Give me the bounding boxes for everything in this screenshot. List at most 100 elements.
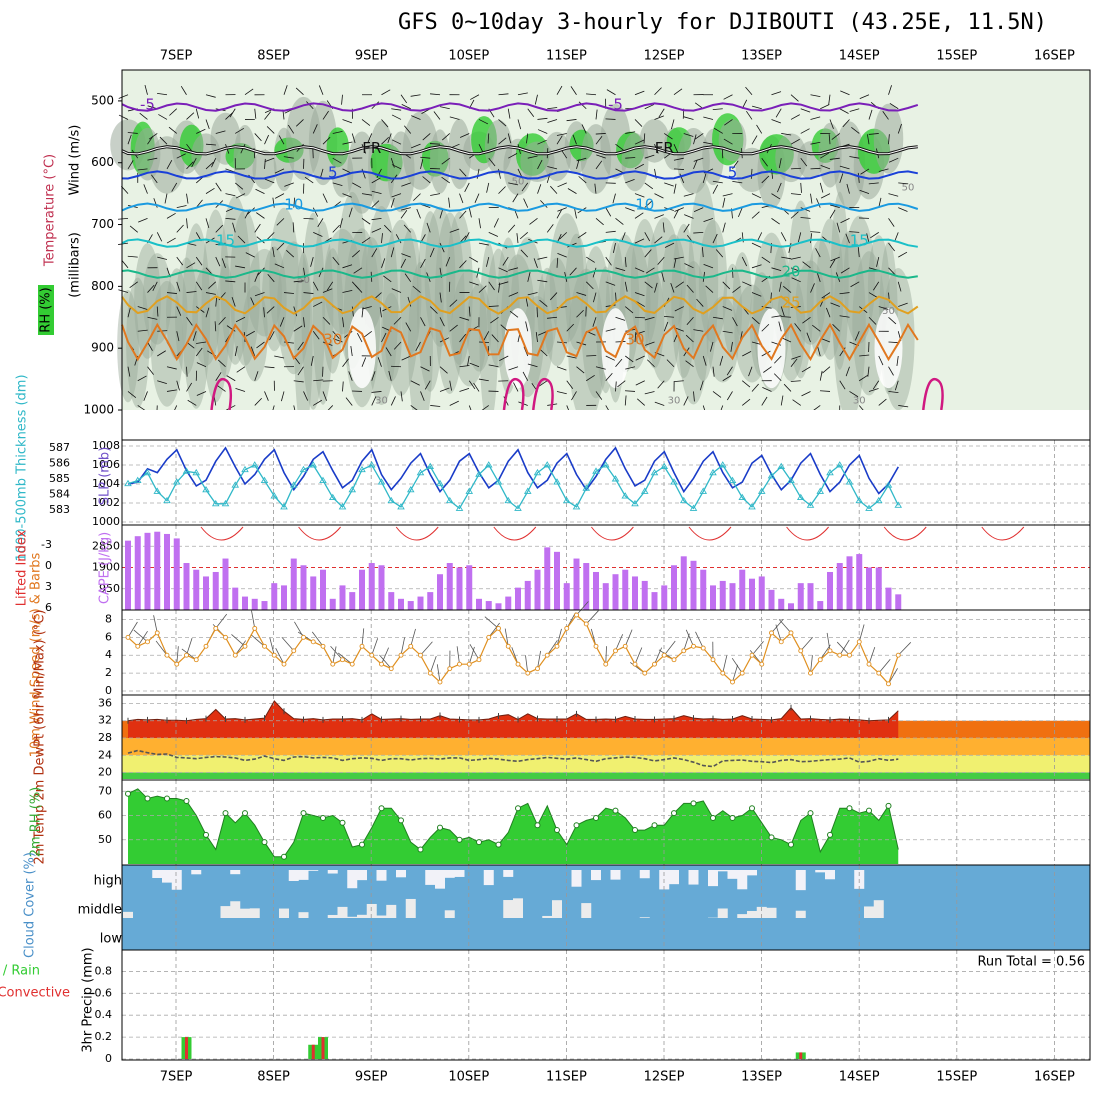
series-thickness	[127, 464, 899, 510]
wind-barb	[684, 263, 694, 269]
rh-contour-grey	[380, 292, 402, 382]
wind-barb	[771, 267, 782, 272]
wind-barb	[498, 281, 509, 286]
wind-barb	[254, 272, 259, 282]
thickness-marker	[728, 476, 737, 483]
wind-barb	[490, 316, 499, 324]
rh-contour-grey	[220, 195, 251, 365]
rh-contour-label: 30	[375, 396, 388, 407]
wind-barb	[274, 263, 285, 269]
wind-barb	[693, 134, 697, 145]
wind-barb	[221, 258, 226, 268]
wind-barb-10m	[546, 640, 558, 656]
wind-barb	[322, 136, 331, 145]
wind-barb	[634, 119, 643, 127]
thickness-marker	[133, 476, 142, 483]
wind-barb	[371, 371, 376, 381]
precip-tick-label: 0.6	[95, 986, 113, 999]
wind-barb	[420, 159, 424, 170]
date-label-top: 16SEP	[1034, 49, 1075, 64]
wind-barb	[295, 119, 304, 127]
wind-barb	[244, 88, 254, 96]
wind-barb	[576, 309, 584, 318]
wind-speed-marker	[583, 621, 589, 627]
wind-barb	[547, 316, 558, 319]
wind-barb	[670, 282, 675, 293]
precip-run-total: Run Total = 0.56	[977, 955, 1085, 970]
wind-barb	[710, 341, 714, 352]
wind-barb	[674, 306, 684, 312]
wind-barb	[186, 161, 194, 170]
cape-bar	[856, 554, 863, 610]
wind-barb	[225, 280, 236, 283]
wind-barb	[245, 252, 255, 258]
rh-contour-grey	[447, 118, 472, 190]
cloud-high-fill	[308, 870, 319, 871]
wind-speed-marker	[349, 661, 355, 667]
thickness-marker	[504, 496, 513, 504]
wind-barb	[537, 139, 547, 145]
thickness-marker	[455, 504, 464, 511]
rh-contour-grey	[816, 218, 844, 361]
rh-marker	[476, 839, 482, 846]
wind-barb	[205, 94, 216, 98]
wind-barb	[537, 129, 548, 134]
wind-barb	[420, 258, 426, 269]
wind-barb	[508, 182, 519, 186]
wind-speed-marker	[749, 652, 755, 658]
wind-barb	[127, 160, 134, 170]
isotherm-label: 30	[323, 331, 342, 349]
temperature-band	[122, 772, 1090, 779]
wind-barb	[420, 156, 431, 159]
wind-barb	[488, 281, 495, 291]
cloud-high-fill	[152, 870, 163, 878]
wind-speed-marker	[252, 625, 258, 631]
thickness-marker	[884, 481, 893, 488]
rh-marker	[807, 810, 814, 817]
wind-barb	[751, 105, 762, 110]
wind-barb	[342, 119, 353, 124]
cape-bar	[827, 571, 833, 610]
wind-barb	[250, 346, 256, 357]
wind-barb	[842, 119, 850, 128]
wind-barb	[635, 330, 645, 335]
thickness-marker	[523, 487, 532, 494]
wind-barb	[345, 397, 353, 406]
wind-barb	[810, 141, 821, 145]
wind-barb	[269, 331, 275, 341]
wind-barb	[872, 281, 880, 291]
wind-barb	[624, 281, 628, 292]
wind-barb	[312, 331, 320, 340]
rh-contour-grey	[678, 260, 709, 405]
wind-barb	[894, 380, 899, 391]
pressure-tick-label: 500	[91, 93, 114, 107]
wind-barb	[775, 108, 782, 118]
wind-barb	[868, 182, 879, 185]
wind-barb	[527, 363, 538, 368]
wind-barb	[866, 233, 870, 244]
wind-barb	[810, 231, 821, 233]
wind-barb	[400, 391, 403, 402]
wind-barb	[712, 184, 719, 194]
rh-contour-grey	[322, 248, 344, 374]
wind-barb	[839, 315, 850, 318]
wind-barb	[662, 222, 665, 233]
wind-barb	[478, 378, 489, 382]
wind-barb	[779, 281, 782, 292]
wind-barb	[556, 133, 567, 136]
rh-contour-grey	[233, 124, 257, 197]
wind-barb	[250, 297, 256, 307]
thickness-marker	[835, 461, 844, 468]
wind-barb	[540, 200, 548, 208]
cloud-middle-fill	[386, 904, 397, 918]
thickness-marker	[670, 478, 678, 485]
wind-barb	[732, 180, 743, 184]
thickness-marker	[650, 468, 659, 476]
wind-barb	[468, 380, 476, 390]
rh-tick-label: 70	[98, 784, 112, 797]
wind-barb	[525, 321, 529, 332]
wind-barb	[502, 256, 509, 266]
wind-barb	[780, 316, 792, 318]
wind-barb-10m	[275, 648, 285, 665]
wind-barb-10m	[133, 629, 148, 643]
